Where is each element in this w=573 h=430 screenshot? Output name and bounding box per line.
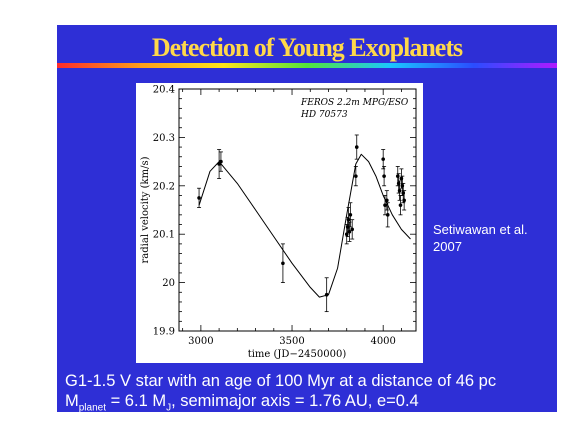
data-point bbox=[354, 134, 359, 160]
data-point bbox=[398, 195, 403, 216]
orbit-params: , semimajor axis = 1.76 AU, e=0.4 bbox=[171, 392, 419, 410]
rainbow-divider bbox=[57, 63, 557, 68]
annotation-line-1: FEROS 2.2m MPG/ESO bbox=[300, 98, 409, 108]
x-tick-label: 3500 bbox=[279, 336, 304, 347]
caption-line-2: Mplanet = 6.1 MJ, semimajor axis = 1.76 … bbox=[65, 391, 496, 412]
data-point bbox=[218, 151, 223, 172]
data-point bbox=[217, 149, 222, 179]
data-point bbox=[350, 219, 355, 240]
chart-panel: 3000 3500 4000 19.9 20 20.1 20.2 20.3 20.4 FEROS… bbox=[136, 83, 423, 363]
mass-value: = 6.1 M bbox=[106, 392, 167, 410]
data-point bbox=[324, 277, 329, 313]
data-point bbox=[384, 190, 389, 211]
marker bbox=[385, 198, 389, 203]
data-point bbox=[382, 166, 387, 187]
slide-title: Detection of Young Exoplanets bbox=[151, 33, 463, 62]
radial-velocity-chart: 3000 3500 4000 19.9 20 20.1 20.2 20.3 20.4 FEROS… bbox=[140, 85, 417, 360]
data-point bbox=[347, 221, 352, 242]
x-tick-label: 3000 bbox=[188, 336, 213, 347]
data-point bbox=[397, 180, 402, 201]
marker bbox=[350, 227, 354, 232]
marker bbox=[354, 145, 359, 149]
data-point bbox=[381, 149, 386, 170]
plot-frame bbox=[178, 88, 417, 332]
data-point bbox=[348, 202, 353, 228]
credit-authors: Setiwawan et al. bbox=[433, 222, 528, 237]
y-tick-label: 20.1 bbox=[153, 230, 175, 241]
data-point bbox=[383, 195, 388, 216]
y-tick-label: 20 bbox=[162, 278, 175, 289]
marker bbox=[347, 229, 352, 234]
marker bbox=[381, 157, 385, 161]
y-tick-label: 20.3 bbox=[153, 133, 175, 144]
data-point bbox=[353, 166, 358, 187]
annotation-line-2: HD 70573 bbox=[300, 110, 348, 120]
data-point bbox=[402, 190, 407, 211]
data-point bbox=[346, 207, 351, 233]
marker bbox=[397, 188, 402, 193]
credit-year: 2007 bbox=[433, 239, 462, 254]
y-tick-label: 20.2 bbox=[153, 181, 175, 192]
data-point bbox=[280, 243, 285, 284]
marker bbox=[197, 196, 201, 200]
x-tick-label: 4000 bbox=[370, 336, 395, 347]
slide: Detection of Young Exoplanets 3000 3500 40… bbox=[57, 25, 557, 412]
marker bbox=[383, 203, 387, 207]
marker bbox=[346, 217, 351, 222]
fit-curve bbox=[198, 153, 411, 298]
mass-symbol: M bbox=[65, 392, 79, 410]
credit: Setiwawan et al. 2007 bbox=[433, 221, 553, 255]
y-tick-label: 19.9 bbox=[153, 327, 175, 338]
marker bbox=[382, 174, 386, 178]
y-tick-label: 20.4 bbox=[153, 85, 175, 96]
caption: G1-1.5 V star with an age of 100 Myr at … bbox=[65, 371, 496, 412]
data-point bbox=[197, 187, 202, 208]
marker bbox=[324, 292, 329, 297]
y-axis-label: radial velocity (km/s) bbox=[140, 156, 151, 263]
marker bbox=[354, 174, 358, 178]
data-point bbox=[385, 202, 390, 228]
marker bbox=[398, 203, 403, 207]
marker bbox=[281, 261, 285, 266]
jupiter-subscript: J bbox=[166, 402, 172, 412]
marker bbox=[348, 213, 353, 217]
marker bbox=[219, 159, 223, 164]
x-axis-label: time (JD−2450000) bbox=[248, 349, 347, 360]
marker bbox=[385, 213, 390, 217]
marker bbox=[402, 198, 406, 203]
mass-subscript: planet bbox=[78, 402, 106, 412]
caption-line-1: G1-1.5 V star with an age of 100 Myr at … bbox=[65, 372, 497, 390]
